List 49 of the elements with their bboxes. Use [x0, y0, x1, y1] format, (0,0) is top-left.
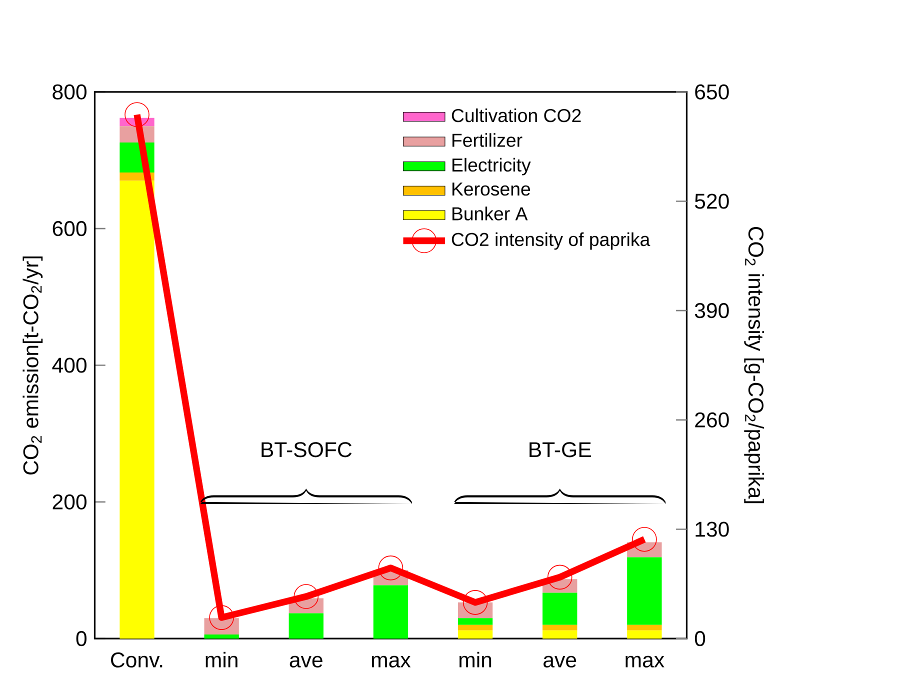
x-tick-label: min: [206, 652, 238, 668]
legend-label: Electricity: [452, 158, 531, 176]
y-tick-label: 400: [52, 358, 86, 373]
point: [632, 526, 657, 552]
y2-tick-label: 520: [694, 194, 729, 209]
point: [124, 102, 150, 128]
y2-tick-label: 0: [694, 631, 706, 646]
x-tick-label: min: [460, 652, 492, 668]
point: [547, 564, 572, 590]
legend-label: CO2 intensity of paprika: [452, 232, 650, 250]
x-tick-label: max: [372, 656, 411, 668]
bar: [627, 557, 662, 625]
y2-tick-label: 390: [694, 303, 729, 318]
y-tick-label: 600: [52, 221, 86, 236]
x-tick-label: ave: [544, 656, 576, 668]
bar: [204, 618, 239, 634]
bar: [542, 624, 578, 630]
x-tick-label: ave: [290, 656, 322, 668]
bar: [204, 634, 239, 639]
x-tick-label: max: [626, 656, 664, 668]
y-tick-label: 800: [52, 84, 86, 100]
legend-label: Cultivation CO2: [452, 108, 581, 122]
bar: [288, 613, 324, 639]
point: [209, 605, 234, 630]
x-tick-label: Conv.: [111, 652, 162, 668]
point: [462, 590, 488, 615]
bar: [542, 630, 578, 639]
y-tick-label: 0: [76, 631, 87, 646]
legend-label: Bunker A: [452, 206, 528, 220]
bar: [627, 630, 662, 639]
annotation: BT-SOFC: [262, 442, 352, 458]
bar: [458, 630, 493, 639]
bar: [542, 592, 578, 625]
y2-tick-label: 130: [696, 522, 729, 537]
point: [378, 556, 404, 580]
bar: [627, 624, 662, 630]
annotation: BT-GE: [530, 442, 591, 458]
legend-label: Fertilizer: [452, 133, 522, 147]
y2-tick-label: 260: [695, 412, 729, 428]
bar: [120, 180, 154, 639]
bar: [458, 624, 493, 630]
y-tick-label: 200: [52, 494, 86, 510]
point: [294, 584, 319, 609]
bar: [373, 585, 408, 639]
legend-label: Kerosene: [452, 182, 530, 196]
y2-axis-title: CO$_{2}$ intensity [g-CO$_{2}$/paprika]: [744, 226, 764, 504]
y2-tick-label: 650: [695, 84, 729, 100]
bar: [458, 618, 493, 625]
y-axis-title: CO$_{2}$ emission[t-CO$_{2}$/yr]: [22, 256, 43, 474]
